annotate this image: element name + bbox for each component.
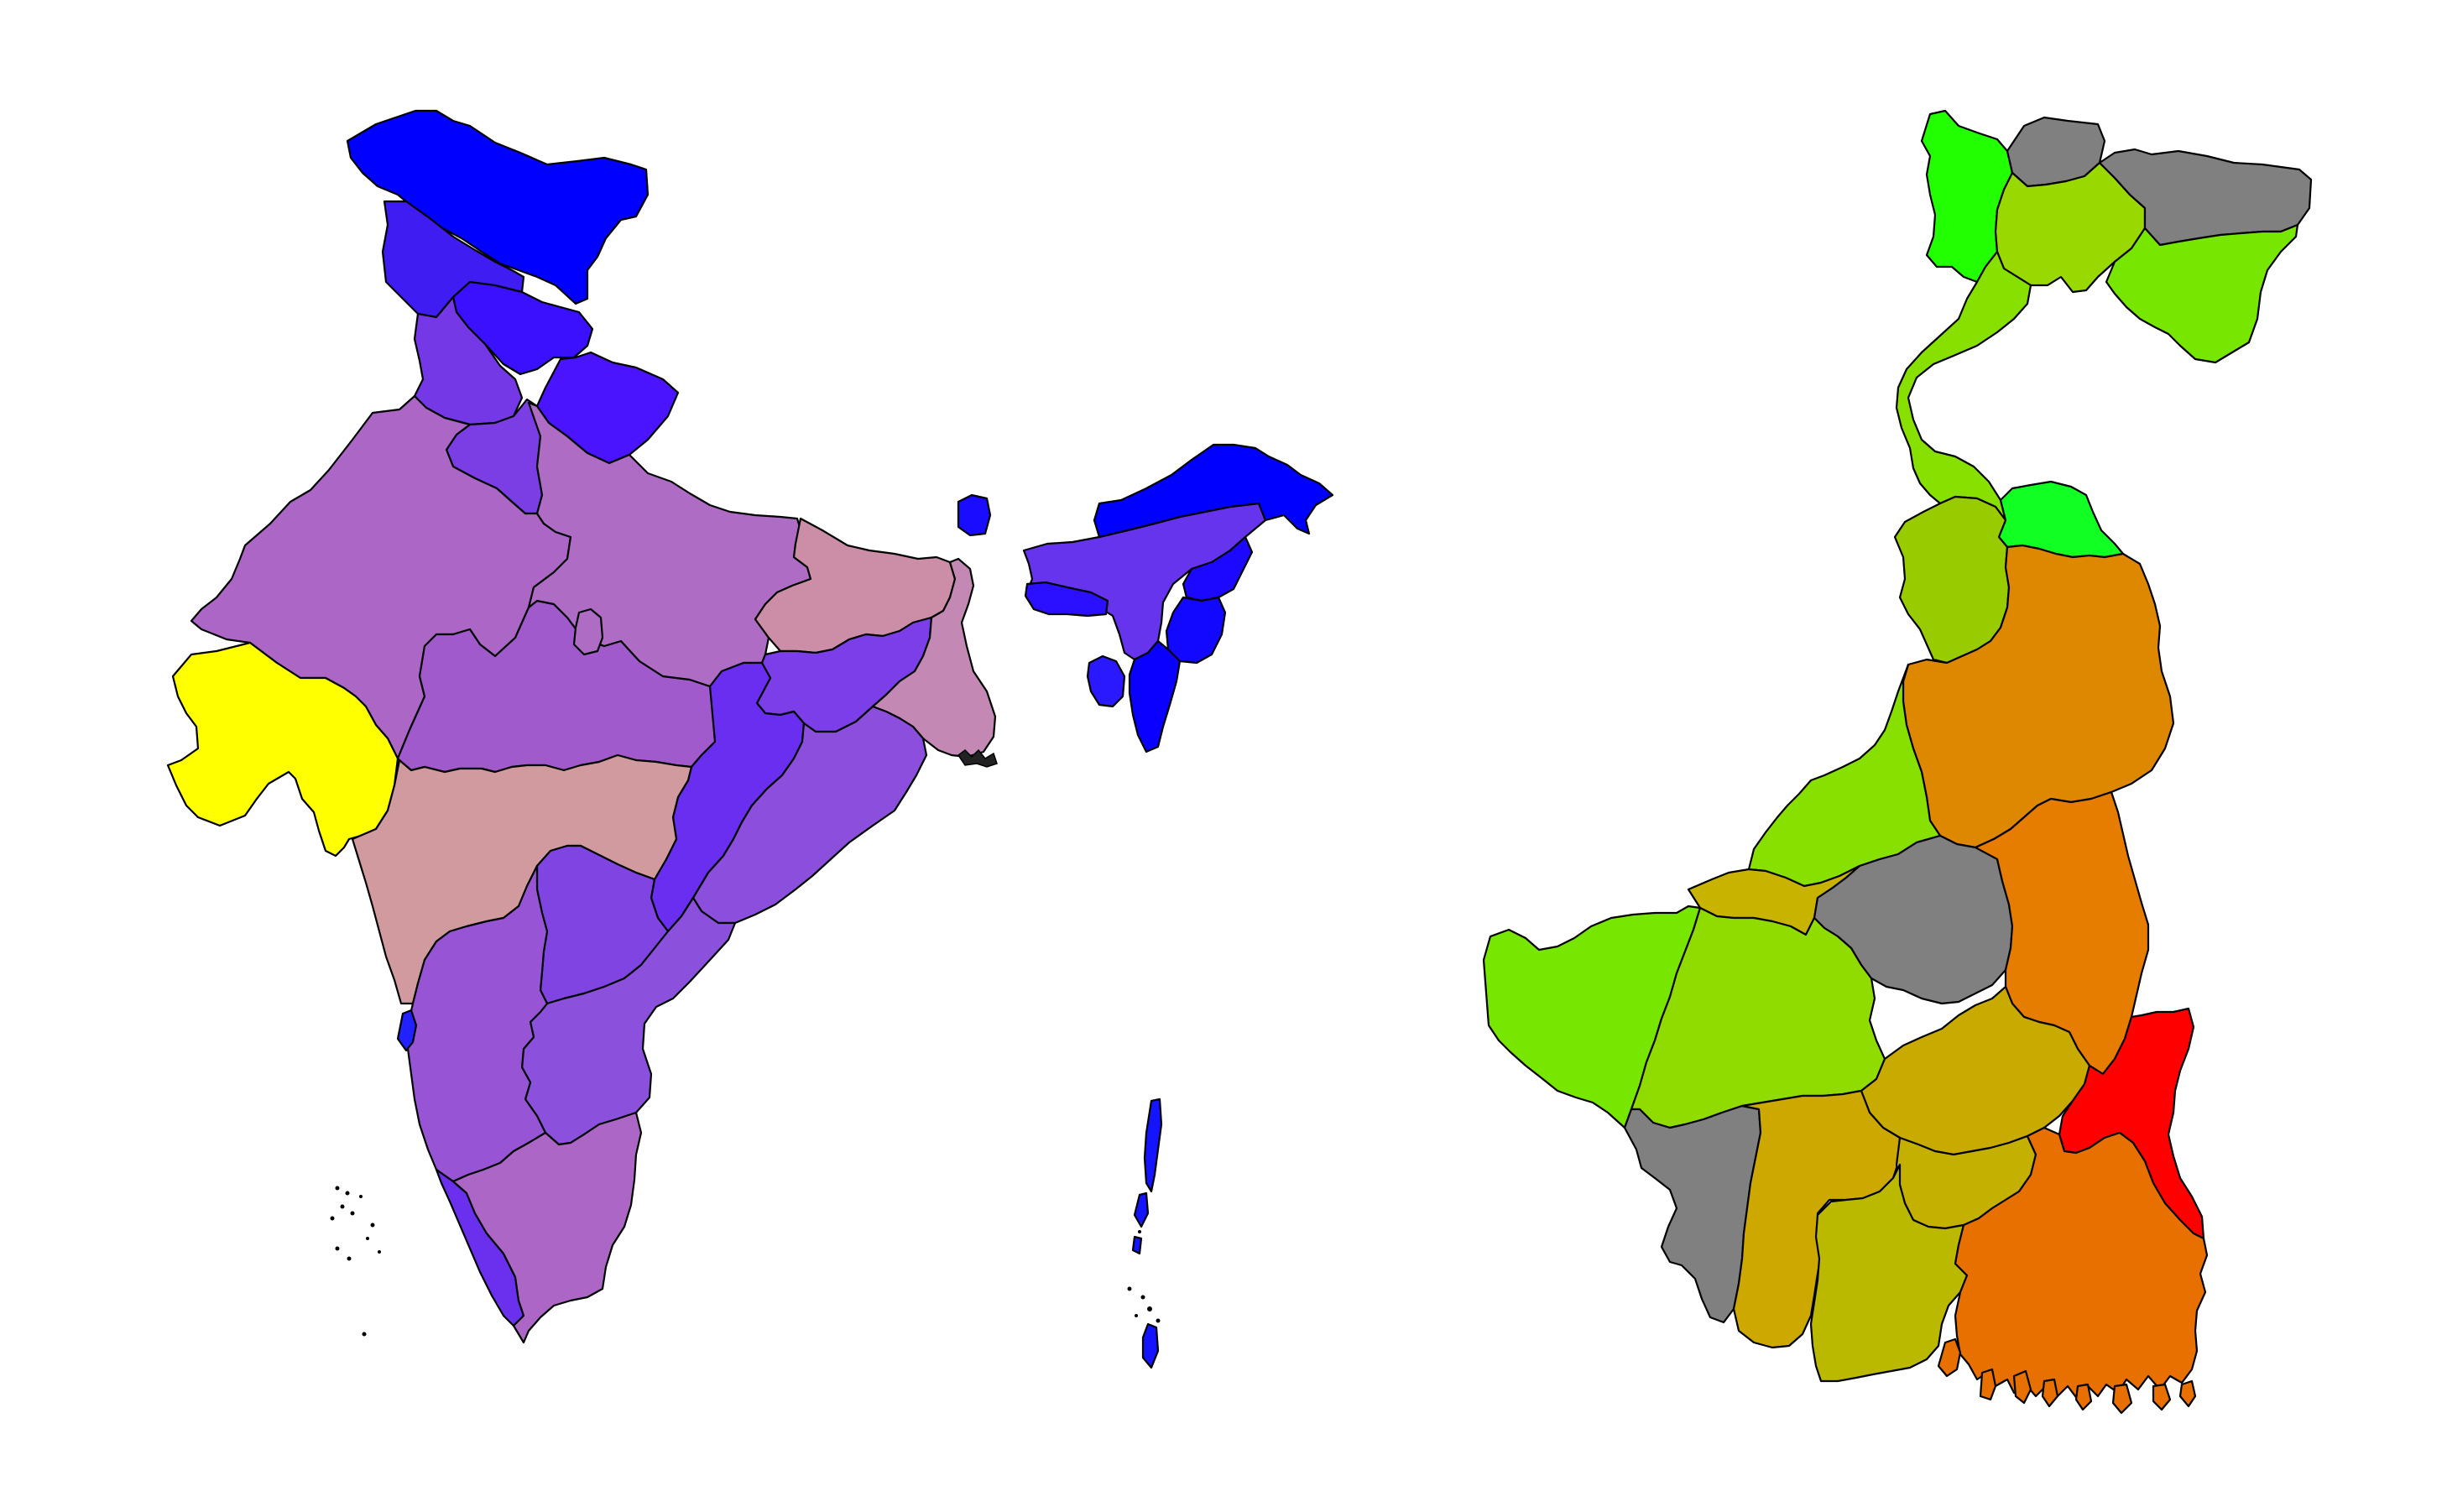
region-up-bundelkhand [572,607,604,656]
sundarban-island [1979,1368,1997,1401]
region-purba-medinipur [1809,1163,1969,1383]
sundarban-island [2111,1383,2133,1415]
region-gujarat [166,641,399,858]
nicobar-islands [1127,1230,1161,1323]
region-mizoram [1128,639,1182,753]
region-meghalaya [1024,581,1109,618]
region-coochbehar [2105,223,2299,364]
sundarban-island [2178,1379,2197,1408]
region-nagaland [1182,535,1254,602]
sundarban-island [2152,1383,2172,1411]
india-map [166,109,1334,1369]
west-bengal-map [1482,109,2313,1415]
sundarbans-islands [1937,1337,2197,1415]
region-goa [396,1009,418,1052]
region-manipur [1165,596,1227,665]
lakshadweep-islands [330,1186,381,1337]
region-sikkim [957,493,992,537]
region-arunachal [1093,443,1334,539]
region-tripura [1086,654,1126,708]
region-andaman [1131,1098,1163,1369]
region-karnataka [406,864,549,1183]
region-uttar-dinajpur [1895,250,2032,522]
sundarban-island [2041,1378,2059,1408]
sundarban-island [2074,1383,2093,1411]
sundarban-island [1937,1337,1962,1378]
india-coast-speckle [957,748,998,768]
region-odisha [691,705,928,925]
sundarban-island [2012,1369,2032,1405]
region-tamil-nadu [451,1111,643,1344]
